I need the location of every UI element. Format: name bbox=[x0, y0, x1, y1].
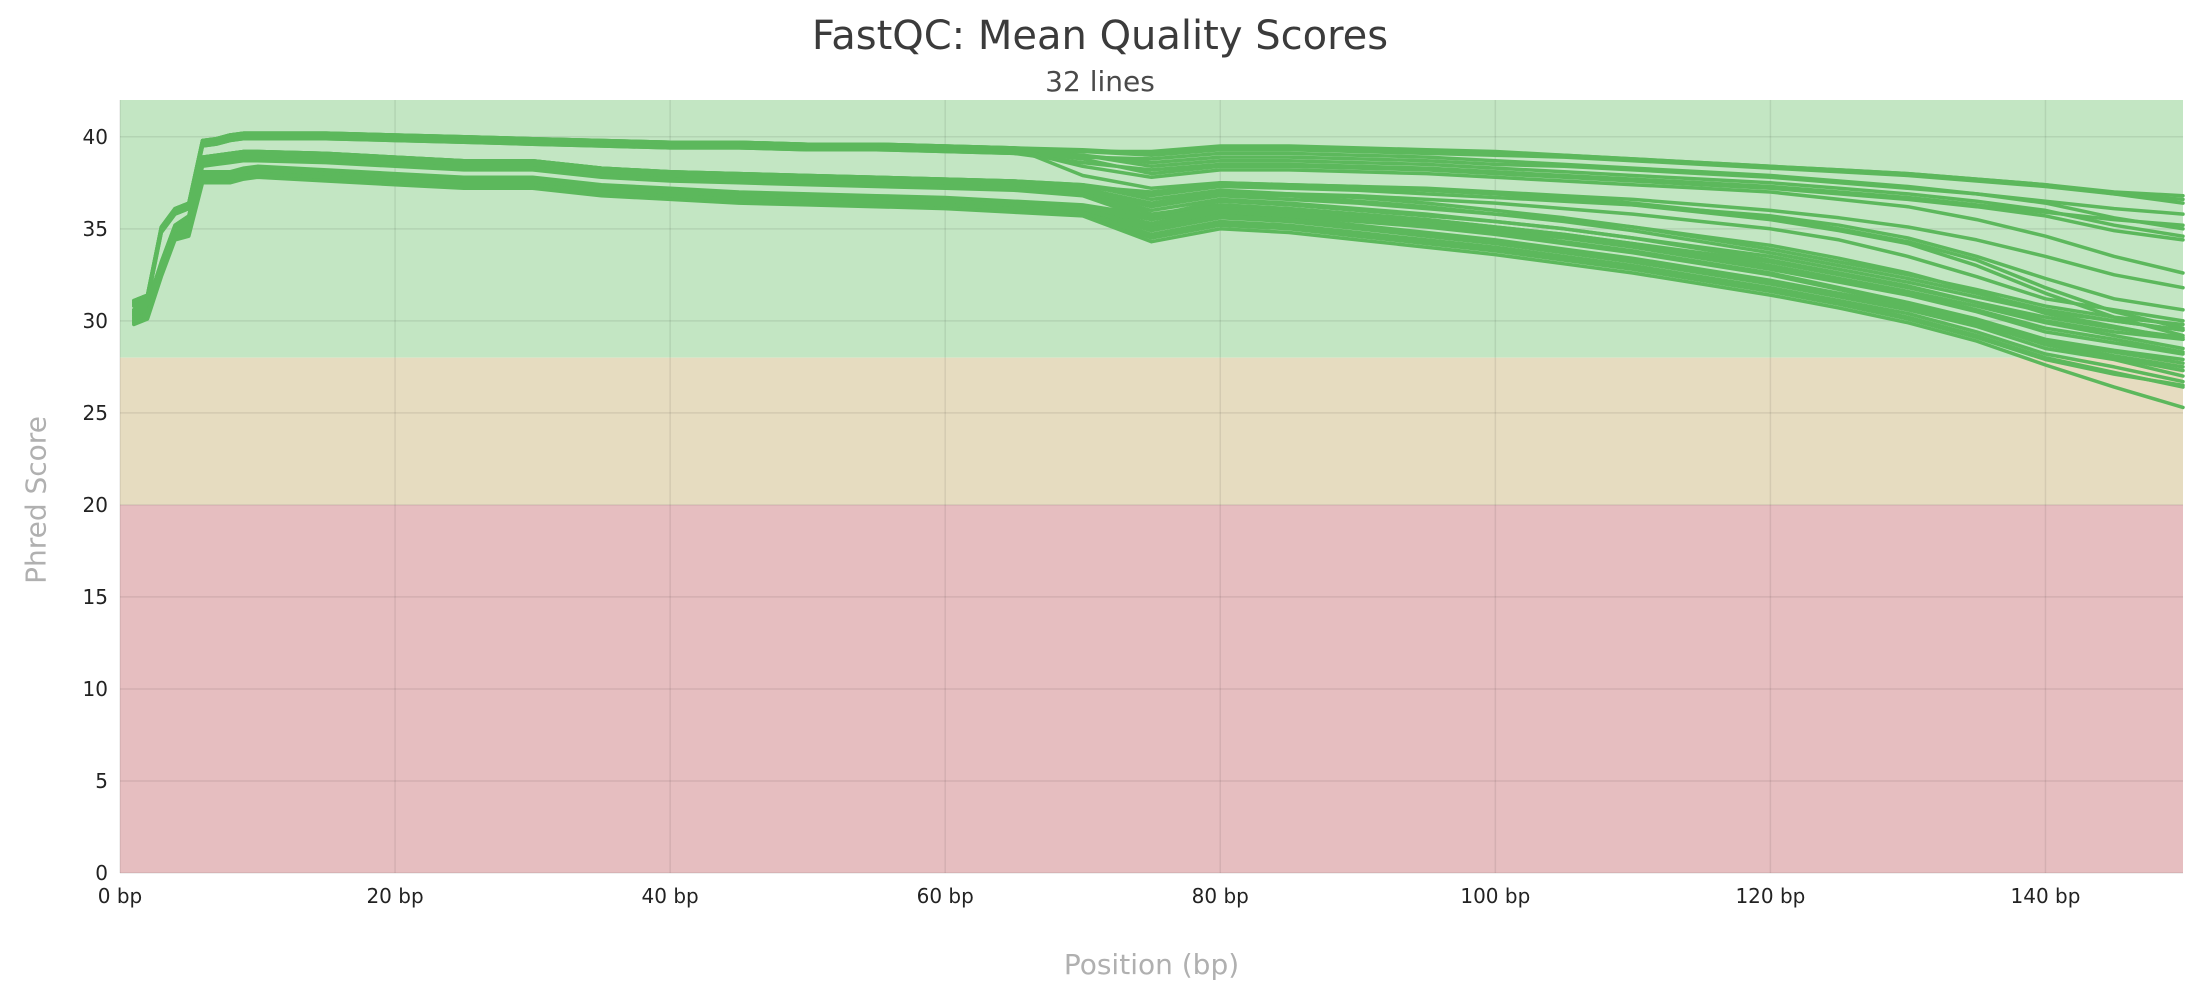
x-axis-label: Position (bp) bbox=[1063, 948, 1240, 981]
series-line-31 bbox=[132, 136, 2185, 308]
y-tick-labels: 0 5 10 15 20 25 30 35 40 bbox=[83, 125, 108, 885]
x-tick-label: 80 bp bbox=[1192, 884, 1249, 908]
x-tick-label: 120 bp bbox=[1735, 884, 1805, 908]
series-line-13 bbox=[132, 157, 2185, 354]
series-line-30 bbox=[132, 135, 2185, 307]
y-tick-label: 15 bbox=[83, 585, 108, 609]
series-line-21 bbox=[132, 175, 2185, 410]
series-line-24 bbox=[132, 166, 2185, 340]
x-tick-label: 100 bp bbox=[1460, 884, 1530, 908]
y-tick-label: 0 bbox=[95, 861, 108, 885]
y-tick-label: 35 bbox=[83, 217, 108, 241]
x-tick-label: 0 bp bbox=[98, 884, 142, 908]
y-tick-label: 5 bbox=[95, 769, 108, 793]
y-tick-label: 25 bbox=[83, 401, 108, 425]
series-line-26 bbox=[132, 171, 2185, 389]
y-tick-label: 30 bbox=[83, 309, 108, 333]
x-tick-label: 40 bp bbox=[642, 884, 699, 908]
quality-band-2 bbox=[120, 504, 2183, 873]
series-line-23 bbox=[132, 170, 2185, 365]
y-tick-label: 20 bbox=[83, 493, 108, 517]
chart-title: FastQC: Mean Quality Scores bbox=[811, 13, 1389, 59]
series-line-14 bbox=[132, 158, 2185, 356]
x-tick-label: 60 bp bbox=[917, 884, 974, 908]
y-tick-label: 10 bbox=[83, 677, 108, 701]
series-line-28 bbox=[132, 149, 2185, 312]
series-line-27 bbox=[132, 168, 2185, 369]
x-tick-label: 140 bp bbox=[2011, 884, 2081, 908]
quality-band-1 bbox=[120, 357, 2183, 505]
series-line-12 bbox=[132, 155, 2185, 351]
series-lines bbox=[132, 131, 2185, 410]
series-line-25 bbox=[132, 164, 2185, 332]
series-line-20 bbox=[132, 173, 2185, 388]
series-line-32 bbox=[132, 131, 2185, 303]
title-block: FastQC: Mean Quality Scores 32 lines bbox=[0, 8, 2200, 100]
series-line-16 bbox=[132, 151, 2185, 323]
series-line-15 bbox=[132, 153, 2185, 342]
x-tick-label: 20 bp bbox=[366, 884, 423, 908]
chart-subtitle: 32 lines bbox=[1045, 65, 1155, 98]
y-tick-label: 40 bbox=[83, 125, 108, 149]
x-tick-labels: 0 bp 20 bp 40 bp 60 bp 80 bp 100 bp 120 bp 140 … bbox=[98, 884, 2081, 908]
